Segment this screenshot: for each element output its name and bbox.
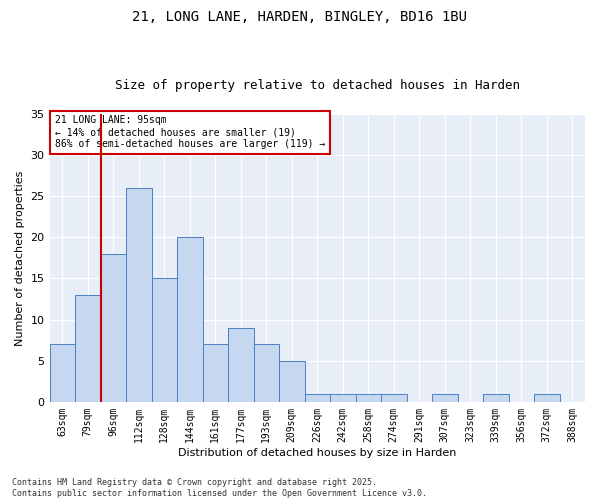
X-axis label: Distribution of detached houses by size in Harden: Distribution of detached houses by size …: [178, 448, 457, 458]
Text: 21 LONG LANE: 95sqm
← 14% of detached houses are smaller (19)
86% of semi-detach: 21 LONG LANE: 95sqm ← 14% of detached ho…: [55, 116, 325, 148]
Bar: [305, 394, 330, 402]
Bar: [177, 238, 203, 402]
Bar: [101, 254, 126, 402]
Bar: [330, 394, 356, 402]
Bar: [279, 360, 305, 402]
Y-axis label: Number of detached properties: Number of detached properties: [15, 170, 25, 346]
Bar: [254, 344, 279, 402]
Title: Size of property relative to detached houses in Harden: Size of property relative to detached ho…: [115, 79, 520, 92]
Bar: [483, 394, 509, 402]
Bar: [152, 278, 177, 402]
Bar: [203, 344, 228, 402]
Bar: [534, 394, 560, 402]
Text: Contains HM Land Registry data © Crown copyright and database right 2025.
Contai: Contains HM Land Registry data © Crown c…: [12, 478, 427, 498]
Bar: [356, 394, 381, 402]
Bar: [381, 394, 407, 402]
Bar: [432, 394, 458, 402]
Bar: [228, 328, 254, 402]
Bar: [50, 344, 75, 402]
Bar: [75, 295, 101, 402]
Bar: [126, 188, 152, 402]
Text: 21, LONG LANE, HARDEN, BINGLEY, BD16 1BU: 21, LONG LANE, HARDEN, BINGLEY, BD16 1BU: [133, 10, 467, 24]
